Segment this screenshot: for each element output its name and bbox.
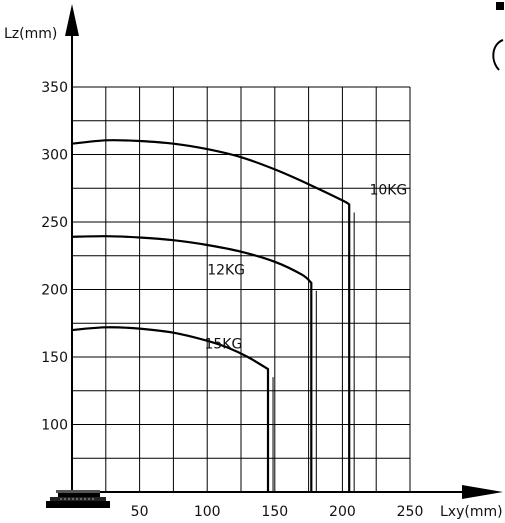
x-tick-label: 250: [397, 504, 424, 520]
y-tick-label: 250: [41, 215, 68, 231]
y-tick-label: 100: [41, 418, 68, 434]
grid: [72, 86, 411, 492]
x-tick-label: 50: [131, 504, 149, 520]
x-axis-arrow-icon: [462, 485, 503, 499]
series-label: 10KG: [369, 183, 407, 199]
y-tick-label: 300: [41, 148, 68, 164]
y-axis-arrow-icon: [65, 4, 79, 36]
axes: Lz(mm) Lxy(mm): [4, 4, 503, 520]
x-tick-label: 200: [329, 504, 356, 520]
x-tick-label: 100: [194, 504, 221, 520]
series: [71, 139, 355, 492]
y-tick-label: 200: [41, 283, 68, 299]
x-tick-label: 150: [261, 504, 288, 520]
series-line-15kg: [71, 326, 270, 492]
y-tick-label: 150: [41, 350, 68, 366]
series-line-12kg: [71, 235, 313, 492]
tick-labels: 50 100 150 200 250 100 150 200 250 300 350: [41, 80, 423, 520]
y-axis-title: Lz(mm): [4, 26, 57, 42]
x-axis-title: Lxy(mm): [440, 504, 503, 520]
series-label: 12KG: [207, 262, 245, 278]
series-label: 15KG: [204, 337, 242, 353]
series-labels: 10KG 12KG 15KG: [204, 183, 407, 353]
robot-base-icon: [46, 490, 110, 508]
y-tick-label: 350: [41, 80, 68, 96]
page-corner-fragment-icon: [492, 2, 504, 71]
series-line-10kg: [71, 139, 351, 492]
